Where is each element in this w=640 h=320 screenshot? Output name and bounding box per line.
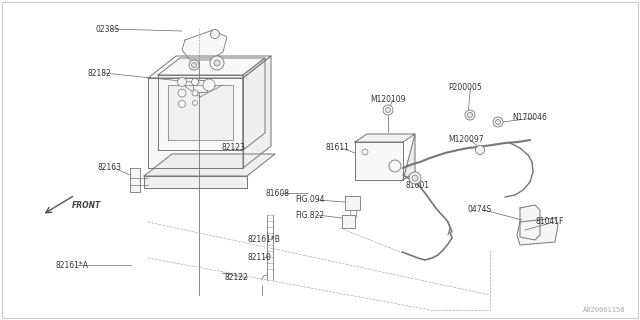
Circle shape	[465, 110, 475, 120]
Text: A820001158: A820001158	[582, 307, 625, 313]
Circle shape	[178, 89, 186, 97]
Text: 0474S: 0474S	[468, 205, 492, 214]
Polygon shape	[168, 85, 233, 140]
Polygon shape	[355, 142, 403, 180]
Polygon shape	[355, 134, 415, 142]
Text: 0238S: 0238S	[95, 25, 119, 34]
Circle shape	[193, 100, 198, 106]
Text: 82161*A: 82161*A	[55, 260, 88, 269]
Circle shape	[203, 79, 215, 91]
Text: 82163: 82163	[98, 164, 122, 172]
Circle shape	[389, 160, 401, 172]
Text: N170046: N170046	[512, 114, 547, 123]
Polygon shape	[342, 215, 355, 228]
Polygon shape	[130, 168, 140, 192]
Circle shape	[409, 172, 421, 184]
Circle shape	[467, 113, 472, 117]
Text: 81611: 81611	[326, 143, 350, 153]
Polygon shape	[158, 58, 265, 75]
Text: FIG.094: FIG.094	[295, 196, 324, 204]
Polygon shape	[403, 134, 415, 180]
Text: M120109: M120109	[370, 95, 406, 105]
Polygon shape	[144, 176, 247, 188]
Text: 81601: 81601	[405, 180, 429, 189]
Polygon shape	[520, 205, 540, 240]
Polygon shape	[148, 56, 271, 78]
Circle shape	[210, 56, 224, 70]
Text: 81608: 81608	[265, 188, 289, 197]
Text: 82161*B: 82161*B	[248, 236, 281, 244]
Polygon shape	[345, 196, 360, 210]
Circle shape	[189, 60, 199, 70]
Text: 82182: 82182	[88, 68, 112, 77]
Polygon shape	[158, 75, 243, 150]
Circle shape	[412, 175, 418, 181]
Text: FRONT: FRONT	[72, 201, 101, 210]
Polygon shape	[243, 58, 265, 150]
Circle shape	[385, 108, 390, 113]
Circle shape	[179, 100, 186, 108]
Circle shape	[383, 105, 393, 115]
Circle shape	[192, 90, 198, 96]
Text: M120097: M120097	[448, 135, 484, 145]
Text: 81041F: 81041F	[535, 218, 563, 227]
Text: 82110: 82110	[248, 253, 272, 262]
Polygon shape	[243, 56, 271, 168]
Circle shape	[191, 78, 198, 85]
Polygon shape	[148, 78, 243, 168]
Circle shape	[495, 119, 500, 124]
Circle shape	[362, 149, 368, 155]
Text: 82123: 82123	[221, 143, 245, 153]
Text: 82122: 82122	[224, 274, 248, 283]
Polygon shape	[144, 154, 275, 176]
Circle shape	[191, 62, 196, 68]
Text: FIG.822: FIG.822	[295, 211, 324, 220]
Circle shape	[211, 29, 220, 38]
Polygon shape	[182, 30, 227, 60]
Circle shape	[476, 146, 484, 155]
Text: P200005: P200005	[448, 84, 482, 92]
Polygon shape	[193, 80, 207, 92]
Circle shape	[214, 60, 220, 66]
Circle shape	[493, 117, 503, 127]
Circle shape	[177, 77, 186, 86]
Polygon shape	[517, 218, 558, 245]
